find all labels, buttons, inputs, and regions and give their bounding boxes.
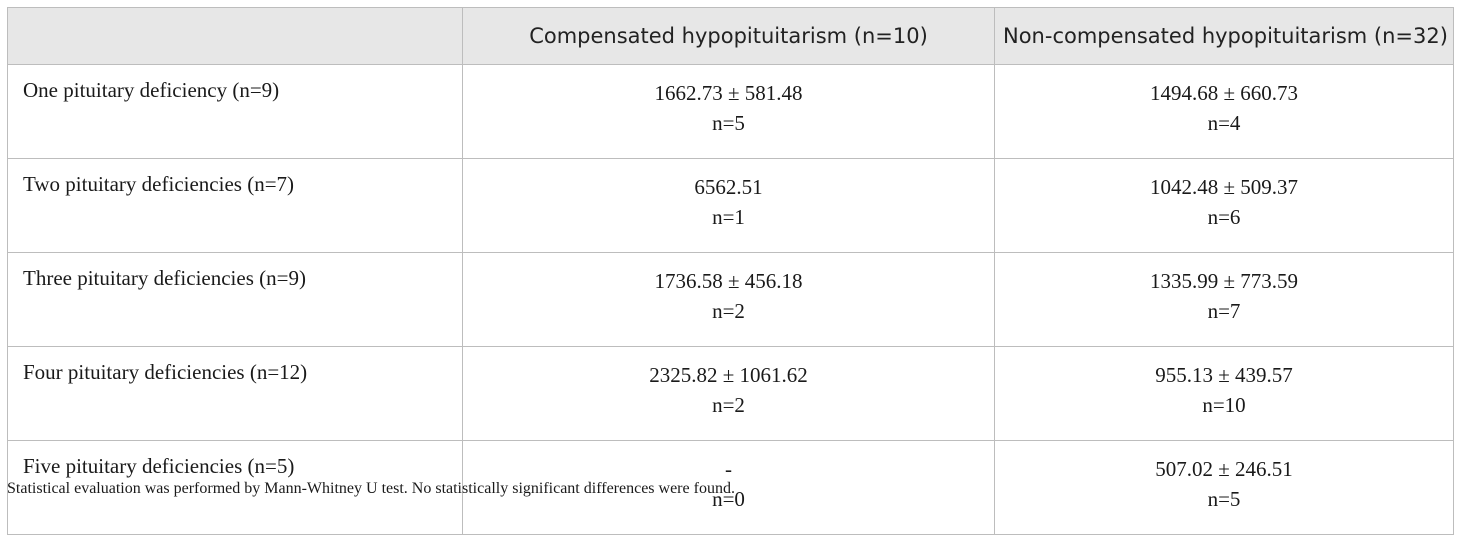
data-table-container: Compensated hypopituitarism (n=10) Non-c…	[7, 7, 1454, 535]
table-row: One pituitary deficiency (n=9) 1662.73 ±…	[7, 64, 1454, 159]
header-cell-empty	[7, 7, 463, 65]
cell-value: 1494.68 ± 660.73	[1149, 81, 1299, 105]
noncompensated-cell: 1042.48 ± 509.37 n=6	[994, 158, 1454, 253]
table-row: Four pituitary deficiencies (n=12) 2325.…	[7, 346, 1454, 441]
row-label: Four pituitary deficiencies (n=12)	[7, 346, 463, 441]
cell-value: 2325.82 ± 1061.62	[649, 363, 808, 387]
table-body: One pituitary deficiency (n=9) 1662.73 ±…	[7, 64, 1454, 535]
cell-value: 1662.73 ± 581.48	[654, 81, 803, 105]
cell-count: n=1	[712, 205, 745, 229]
header-cell-compensated: Compensated hypopituitarism (n=10)	[462, 7, 995, 65]
cell-count: n=5	[1207, 487, 1241, 511]
table-row: Two pituitary deficiencies (n=7) 6562.51…	[7, 158, 1454, 253]
noncompensated-cell: 1335.99 ± 773.59 n=7	[994, 252, 1454, 347]
row-label: Two pituitary deficiencies (n=7)	[7, 158, 463, 253]
cell-count: n=4	[1207, 111, 1241, 135]
row-label: Three pituitary deficiencies (n=9)	[7, 252, 463, 347]
cell-count: n=10	[1202, 393, 1246, 417]
row-label: One pituitary deficiency (n=9)	[7, 64, 463, 159]
cell-value: 1042.48 ± 509.37	[1149, 175, 1299, 199]
cell-value: 1736.58 ± 456.18	[654, 269, 803, 293]
cell-value: -	[725, 457, 732, 481]
compensated-cell: 1662.73 ± 581.48 n=5	[462, 64, 995, 159]
compensated-cell: 2325.82 ± 1061.62 n=2	[462, 346, 995, 441]
table-footnote: Statistical evaluation was performed by …	[7, 480, 735, 497]
cell-value: 6562.51	[694, 175, 763, 199]
header-row: Compensated hypopituitarism (n=10) Non-c…	[7, 7, 1454, 65]
compensated-cell: 6562.51 n=1	[462, 158, 995, 253]
header-cell-noncompensated: Non-compensated hypopituitarism (n=32)	[994, 7, 1454, 65]
cell-count: n=6	[1207, 205, 1241, 229]
cell-value: 955.13 ± 439.57	[1155, 363, 1293, 387]
cell-value: 1335.99 ± 773.59	[1149, 269, 1299, 293]
cell-count: n=7	[1207, 299, 1241, 323]
cell-count: n=5	[712, 111, 745, 135]
table-header: Compensated hypopituitarism (n=10) Non-c…	[7, 7, 1454, 65]
table-row: Three pituitary deficiencies (n=9) 1736.…	[7, 252, 1454, 347]
compensated-cell: 1736.58 ± 456.18 n=2	[462, 252, 995, 347]
cell-value: 507.02 ± 246.51	[1155, 457, 1293, 481]
noncompensated-cell: 507.02 ± 246.51 n=5	[994, 440, 1454, 535]
noncompensated-cell: 955.13 ± 439.57 n=10	[994, 346, 1454, 441]
cell-count: n=2	[712, 299, 745, 323]
noncompensated-cell: 1494.68 ± 660.73 n=4	[994, 64, 1454, 159]
data-table: Compensated hypopituitarism (n=10) Non-c…	[7, 7, 1454, 535]
cell-count: n=2	[712, 393, 745, 417]
